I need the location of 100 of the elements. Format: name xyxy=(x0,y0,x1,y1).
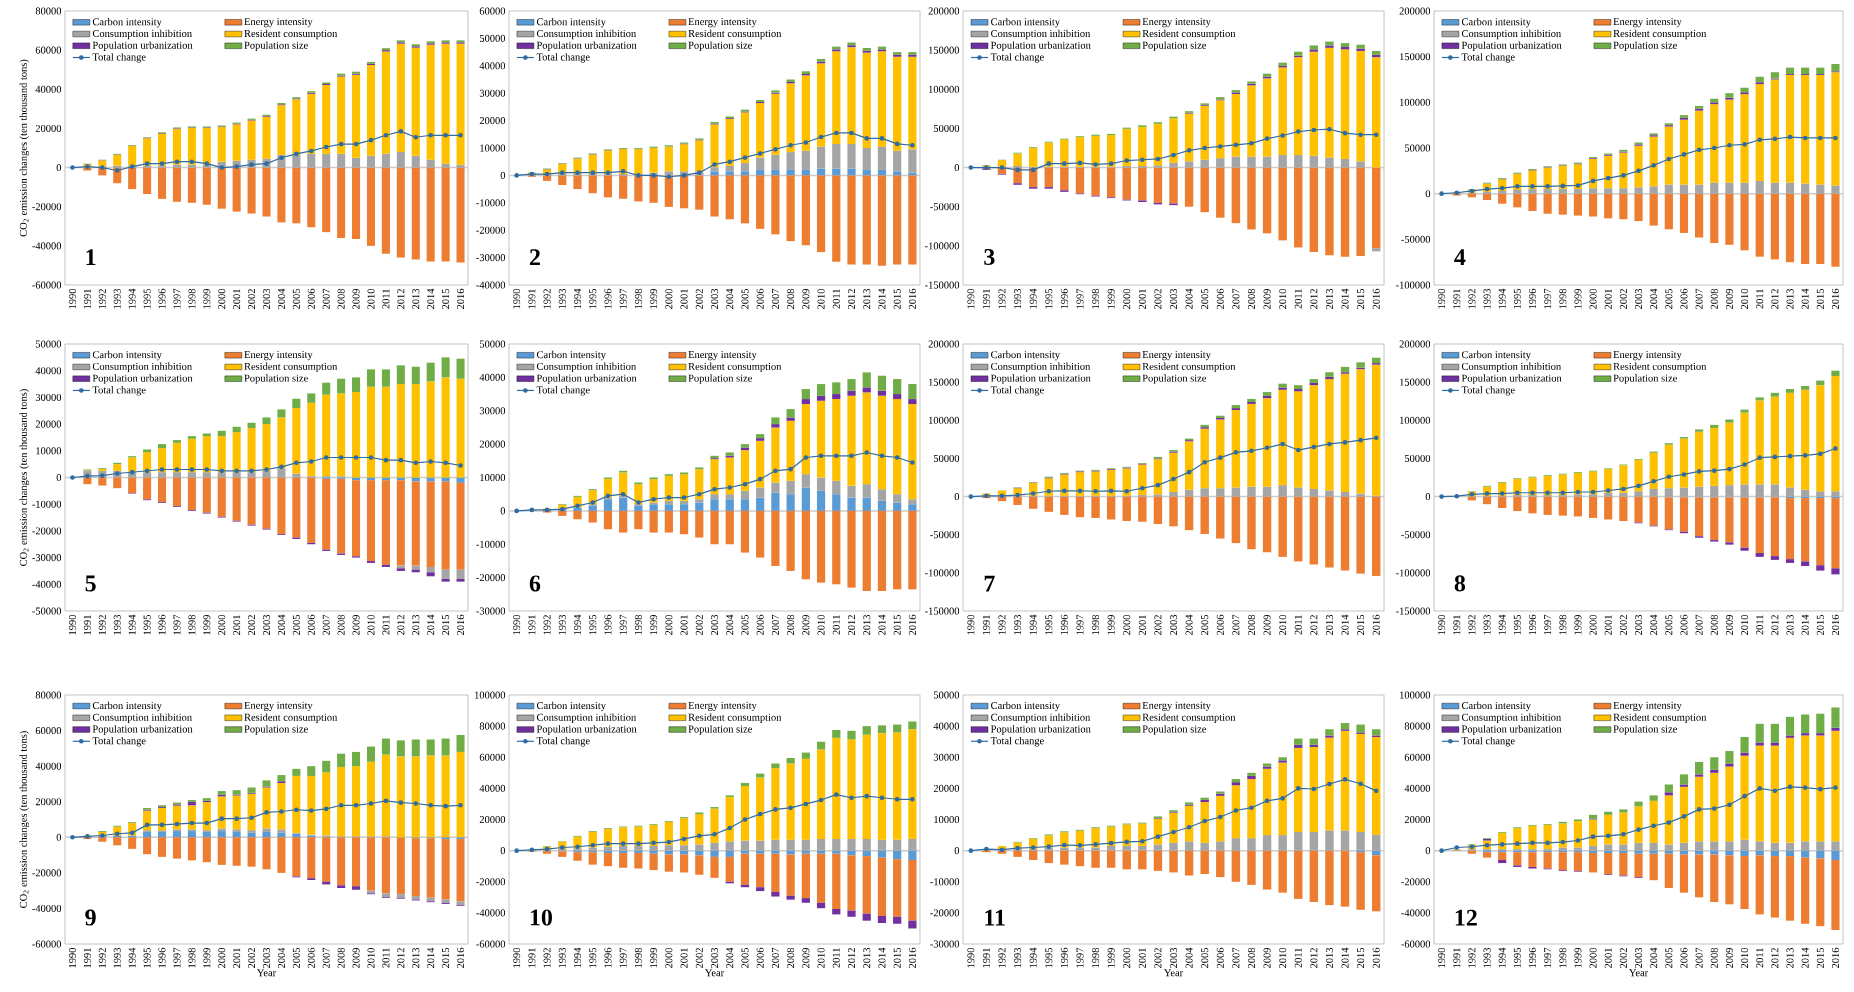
x-tick-label: 1997 xyxy=(173,947,181,968)
x-tick-label: 2004 xyxy=(277,614,285,635)
x-tick-label: 2010 xyxy=(817,947,825,968)
x-tick-label: 1994 xyxy=(128,947,136,968)
x-tick-label: 2004 xyxy=(726,947,734,968)
x-tick-label: 1993 xyxy=(1014,947,1022,968)
legend-label: Energy intensity xyxy=(1613,351,1682,361)
x-tick-label: 1991 xyxy=(1453,948,1461,968)
x-tick-label: 1992 xyxy=(543,948,551,968)
x-tick-label: 2009 xyxy=(802,288,810,309)
x-tick-label: 1993 xyxy=(1483,614,1491,635)
x-tick-label: 1998 xyxy=(634,947,642,968)
x-tick-label: 2014 xyxy=(427,947,435,969)
y-tick-label: 20000 xyxy=(479,815,506,824)
x-tick-label: 2006 xyxy=(756,947,764,968)
x-tick-label: 1995 xyxy=(589,947,597,968)
x-tick-label: 2012 xyxy=(397,289,405,309)
y-tick-label: 60000 xyxy=(35,727,62,735)
y-tick-label: -40000 xyxy=(1401,909,1431,917)
x-axis-title: Year xyxy=(256,969,277,977)
x-tick-label: 2000 xyxy=(1589,288,1597,309)
x-tick-label: 2005 xyxy=(292,947,300,969)
x-tick-label: 2006 xyxy=(756,614,764,635)
x-tick-label: 2011 xyxy=(1756,289,1764,309)
legend-label: Energy intensity xyxy=(1142,701,1211,712)
x-tick-label: 2007 xyxy=(1695,947,1703,968)
x-tick-label: 1995 xyxy=(1045,288,1053,309)
y-tick-label: 30000 xyxy=(933,753,960,761)
legend-label: Resident consumption xyxy=(1613,29,1707,40)
y-tick-label: 40000 xyxy=(35,762,62,770)
x-tick-label: 2016 xyxy=(908,614,916,635)
x-tick-label: 1999 xyxy=(1574,288,1582,309)
x-tick-label: 1992 xyxy=(998,948,1006,968)
x-tick-label: 2011 xyxy=(832,615,840,635)
legend-label: Resident consumption xyxy=(244,29,338,40)
x-tick-label: 1999 xyxy=(1574,614,1582,635)
y-tick-label: 50000 xyxy=(1404,454,1431,462)
x-tick-label: 1996 xyxy=(1060,288,1068,309)
legend-label: Population urbanization xyxy=(1461,725,1562,735)
y-tick-label: 0 xyxy=(954,164,960,172)
y-tick-label: 200000 xyxy=(1399,340,1431,348)
annotation: 8 xyxy=(1454,575,1466,592)
x-tick-label: 2011 xyxy=(832,948,840,968)
legend-label: Resident consumption xyxy=(1142,29,1236,40)
y-tick-label: -20000 xyxy=(476,226,506,234)
legend-label: Carbon intensity xyxy=(92,17,162,28)
x-tick-label: 2005 xyxy=(741,288,749,309)
legend-label: Energy intensity xyxy=(1613,701,1682,712)
x-tick-label: 2013 xyxy=(1786,614,1794,635)
x-tick-label: 1996 xyxy=(158,614,166,635)
y-tick-label: 0 xyxy=(500,171,506,179)
y-tick-label: 40000 xyxy=(479,62,506,70)
legend-label: Population size xyxy=(688,725,752,735)
legend-label: Total change xyxy=(536,736,590,747)
x-tick-label: 2004 xyxy=(1185,288,1193,309)
y-tick-label: 150000 xyxy=(1400,378,1431,386)
x-tick-label: 1991 xyxy=(982,615,990,635)
x-tick-label: 2015 xyxy=(893,288,901,309)
x-tick-label: 2014 xyxy=(1801,947,1809,968)
x-tick-label: 1994 xyxy=(1498,947,1506,968)
x-tick-label: 1990 xyxy=(68,288,76,309)
legend-label: Consumption inhibition xyxy=(536,362,637,373)
x-tick-label: 1999 xyxy=(203,947,211,968)
x-tick-label: 1999 xyxy=(650,947,658,968)
y-tick-label: 60000 xyxy=(35,46,62,54)
legend-label: Population size xyxy=(244,41,308,51)
legend-label: Consumption inhibition xyxy=(1461,362,1562,373)
y-tick-label: -40000 xyxy=(32,242,62,250)
x-tick-label: 2003 xyxy=(262,614,271,635)
x-tick-label: 2012 xyxy=(1771,289,1779,309)
y-tick-label: 0 xyxy=(1425,493,1431,501)
y-tick-label: -10000 xyxy=(476,199,506,207)
legend-label: Consumption inhibition xyxy=(1461,29,1562,40)
x-tick-label: 2010 xyxy=(1279,288,1287,309)
legend-label: Consumption inhibition xyxy=(536,29,637,40)
x-tick-label: 1995 xyxy=(1045,614,1053,635)
x-tick-label: 1997 xyxy=(1544,614,1552,635)
x-tick-label: 2013 xyxy=(412,614,420,635)
x-tick-label: 2012 xyxy=(397,948,405,969)
x-tick-label: 2008 xyxy=(1247,947,1256,968)
legend-label: Carbon intensity xyxy=(1461,17,1531,28)
x-tick-label: 1997 xyxy=(619,614,627,635)
annotation: 9 xyxy=(85,909,96,926)
y-axis-title: CO$_{2}$ emission changes (ten thousand tons) xyxy=(19,389,29,566)
x-tick-label: 2015 xyxy=(893,947,901,968)
y-tick-label: -100000 xyxy=(1396,281,1431,289)
x-tick-label: 2009 xyxy=(352,288,360,309)
x-tick-label: 2015 xyxy=(893,614,901,635)
x-tick-label: 2015 xyxy=(442,288,450,309)
y-tick-label: -40000 xyxy=(476,909,506,917)
x-tick-label: 2012 xyxy=(1310,615,1318,635)
y-tick-label: 40000 xyxy=(35,85,62,93)
x-tick-label: 2006 xyxy=(307,947,315,969)
x-tick-label: 2013 xyxy=(1786,947,1794,968)
x-tick-label: 2010 xyxy=(817,614,825,635)
x-tick-label: 2009 xyxy=(352,614,360,635)
x-tick-label: 1990 xyxy=(967,288,975,309)
y-tick-label: 20000 xyxy=(479,117,506,125)
x-tick-label: 2002 xyxy=(248,948,256,969)
x-tick-label: 1994 xyxy=(1498,288,1506,309)
